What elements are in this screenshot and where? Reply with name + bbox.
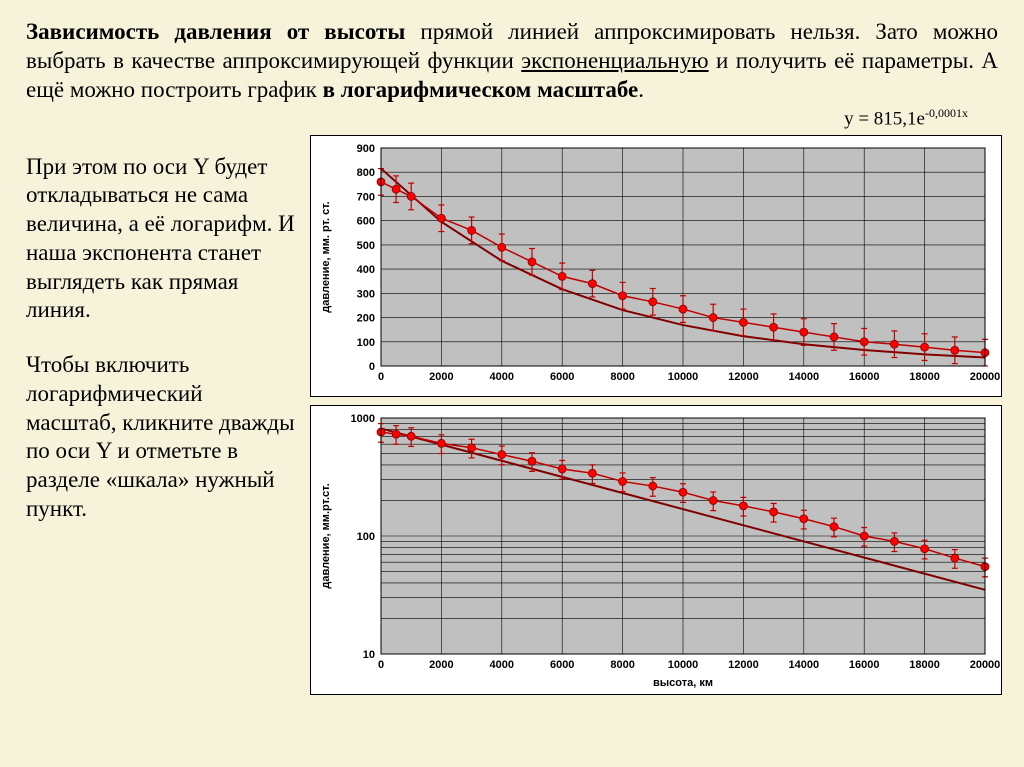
svg-text:8000: 8000 bbox=[610, 659, 634, 671]
chart-log: 0 2000 4000 6000 8000 10000 12000 14000 16000 180… bbox=[310, 405, 1002, 695]
svg-text:16000: 16000 bbox=[849, 659, 880, 671]
svg-text:6000: 6000 bbox=[550, 659, 574, 671]
svg-text:12000: 12000 bbox=[728, 659, 759, 671]
svg-text:500: 500 bbox=[357, 239, 375, 251]
svg-text:8000: 8000 bbox=[610, 371, 634, 383]
svg-text:4000: 4000 bbox=[490, 659, 514, 671]
svg-text:6000: 6000 bbox=[550, 371, 574, 383]
svg-text:1000: 1000 bbox=[351, 413, 375, 425]
svg-text:2000: 2000 bbox=[429, 371, 453, 383]
chart-linear: 0200040006000800010000120001400016000180… bbox=[310, 135, 1002, 397]
side-paragraph-1: При этом по оси Y будет откладываться не… bbox=[26, 153, 296, 326]
svg-text:14000: 14000 bbox=[789, 371, 820, 383]
svg-text:14000: 14000 bbox=[789, 659, 820, 671]
svg-text:100: 100 bbox=[357, 336, 375, 348]
svg-text:10: 10 bbox=[363, 649, 375, 661]
svg-text:900: 900 bbox=[357, 143, 375, 155]
svg-text:давление, мм.рт.ст.: давление, мм.рт.ст. bbox=[320, 483, 332, 588]
svg-text:300: 300 bbox=[357, 288, 375, 300]
svg-text:100: 100 bbox=[357, 531, 375, 543]
svg-text:18000: 18000 bbox=[909, 371, 940, 383]
fit-equation: y = 815,1e-0,0001x bbox=[26, 106, 998, 130]
headline-text: Зависимость давления от высоты прямой ли… bbox=[26, 18, 998, 104]
svg-text:700: 700 bbox=[357, 191, 375, 203]
svg-text:0: 0 bbox=[378, 659, 384, 671]
svg-text:16000: 16000 bbox=[849, 371, 880, 383]
svg-text:20000: 20000 bbox=[970, 371, 1001, 383]
side-paragraph-2: Чтобы включить логарифмический масштаб, … bbox=[26, 351, 296, 524]
svg-text:18000: 18000 bbox=[909, 659, 940, 671]
svg-text:0: 0 bbox=[369, 361, 375, 373]
svg-text:400: 400 bbox=[357, 264, 375, 276]
svg-text:давление, мм. рт. ст.: давление, мм. рт. ст. bbox=[320, 201, 332, 312]
svg-text:2000: 2000 bbox=[429, 659, 453, 671]
svg-text:20000: 20000 bbox=[970, 659, 1001, 671]
svg-text:высота, км: высота, км bbox=[653, 677, 713, 689]
svg-text:200: 200 bbox=[357, 312, 375, 324]
svg-text:800: 800 bbox=[357, 167, 375, 179]
svg-text:600: 600 bbox=[357, 215, 375, 227]
svg-text:10000: 10000 bbox=[668, 659, 699, 671]
svg-text:12000: 12000 bbox=[728, 371, 759, 383]
svg-text:10000: 10000 bbox=[668, 371, 699, 383]
svg-text:4000: 4000 bbox=[490, 371, 514, 383]
svg-text:0: 0 bbox=[378, 371, 384, 383]
